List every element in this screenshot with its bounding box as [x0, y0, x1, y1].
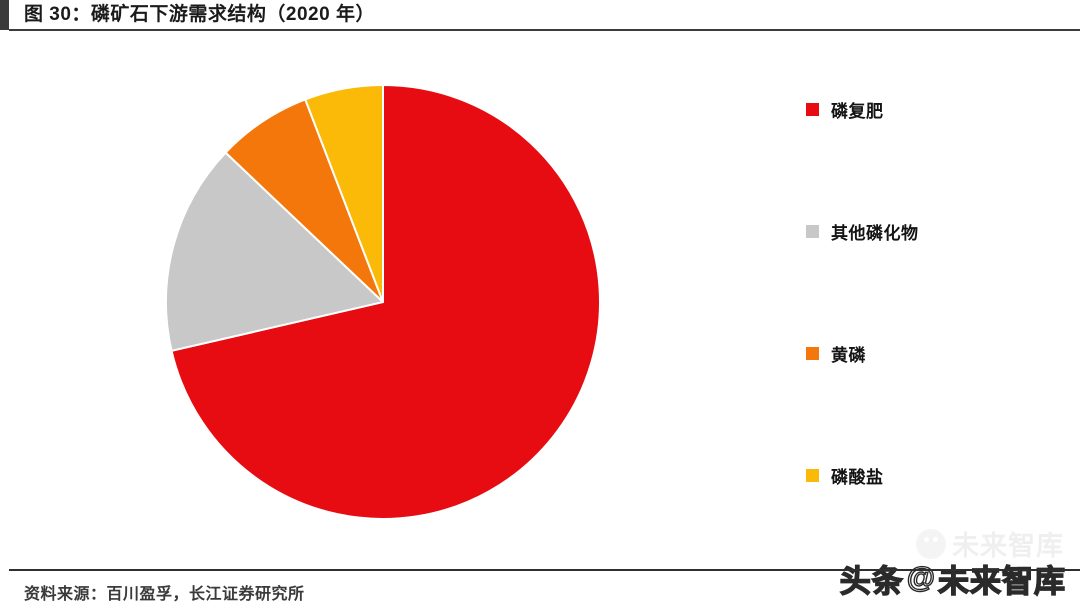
- watermark-logo-icon: [916, 528, 946, 559]
- legend-item-1[interactable]: 其他磷化物: [806, 218, 919, 244]
- source-note: 资料来源：百川盈孚，长江证券研究所: [24, 586, 305, 603]
- header-divider: [9, 29, 1080, 31]
- watermark-account-label: 未来智库: [937, 563, 1066, 599]
- watermark-faint-label: 未来智库: [952, 531, 1064, 561]
- legend-swatch-icon: [806, 346, 819, 360]
- legend-item-label: 磷酸盐: [831, 467, 884, 487]
- chart-plot-area: [0, 34, 790, 564]
- legend-swatch-icon: [806, 102, 819, 116]
- footer-divider: [9, 569, 1080, 571]
- page-title: 图 30：磷矿石下游需求结构（2020 年）: [24, 4, 375, 25]
- legend-item-0[interactable]: 磷复肥: [806, 96, 884, 122]
- legend-item-2[interactable]: 黄磷: [806, 340, 866, 366]
- legend-item-3[interactable]: 磷酸盐: [806, 462, 884, 488]
- watermark-faint: 未来智库: [916, 524, 1064, 563]
- chart-legend: 磷复肥 其他磷化物 黄磷 磷酸盐: [806, 96, 1066, 516]
- watermark-brand: 头条 @ 未来智库: [839, 556, 1066, 601]
- pie-slice[interactable]: [170, 84, 601, 520]
- pie-slice-group: [165, 84, 601, 520]
- legend-swatch-icon: [806, 224, 819, 238]
- watermark-brand-label: 头条: [839, 563, 904, 599]
- pie-slice[interactable]: [304, 84, 384, 303]
- pie-slice[interactable]: [165, 151, 384, 352]
- header-accent-bar: [0, 0, 9, 30]
- legend-item-label: 其他磷化物: [831, 223, 919, 243]
- figure-header: 图 30：磷矿石下游需求结构（2020 年）: [0, 0, 1080, 31]
- pie-chart: [165, 84, 601, 520]
- watermark-at-icon: @: [906, 561, 936, 594]
- legend-item-label: 磷复肥: [831, 101, 884, 121]
- legend-swatch-icon: [806, 468, 819, 482]
- legend-item-label: 黄磷: [831, 345, 866, 365]
